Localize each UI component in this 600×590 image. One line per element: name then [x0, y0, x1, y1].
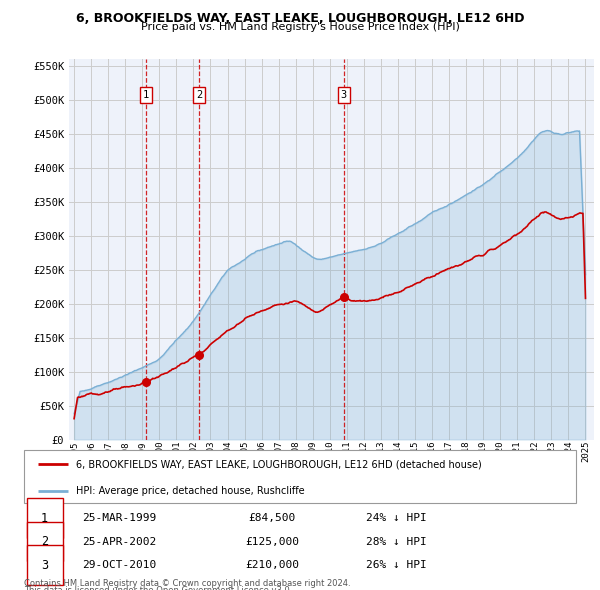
Text: HPI: Average price, detached house, Rushcliffe: HPI: Average price, detached house, Rush…	[76, 486, 305, 496]
Text: 28% ↓ HPI: 28% ↓ HPI	[366, 537, 427, 546]
Text: 1: 1	[143, 90, 149, 100]
Text: 1: 1	[41, 512, 48, 525]
Text: 3: 3	[41, 559, 48, 572]
Bar	[27, 522, 62, 562]
Text: This data is licensed under the Open Government Licence v3.0.: This data is licensed under the Open Gov…	[24, 586, 292, 590]
Text: 26% ↓ HPI: 26% ↓ HPI	[366, 560, 427, 570]
Text: 25-APR-2002: 25-APR-2002	[82, 537, 156, 546]
Text: £125,000: £125,000	[245, 537, 299, 546]
Text: 3: 3	[341, 90, 347, 100]
Text: £84,500: £84,500	[249, 513, 296, 523]
Text: 2: 2	[196, 90, 202, 100]
Text: 25-MAR-1999: 25-MAR-1999	[82, 513, 156, 523]
Text: £210,000: £210,000	[245, 560, 299, 570]
Text: 2: 2	[41, 535, 48, 548]
Text: 24% ↓ HPI: 24% ↓ HPI	[366, 513, 427, 523]
Text: 6, BROOKFIELDS WAY, EAST LEAKE, LOUGHBOROUGH, LE12 6HD: 6, BROOKFIELDS WAY, EAST LEAKE, LOUGHBOR…	[76, 12, 524, 25]
Text: Price paid vs. HM Land Registry's House Price Index (HPI): Price paid vs. HM Land Registry's House …	[140, 22, 460, 32]
Bar	[27, 545, 62, 585]
Text: 29-OCT-2010: 29-OCT-2010	[82, 560, 156, 570]
Text: Contains HM Land Registry data © Crown copyright and database right 2024.: Contains HM Land Registry data © Crown c…	[24, 579, 350, 588]
Text: 6, BROOKFIELDS WAY, EAST LEAKE, LOUGHBOROUGH, LE12 6HD (detached house): 6, BROOKFIELDS WAY, EAST LEAKE, LOUGHBOR…	[76, 460, 482, 470]
Bar	[27, 498, 62, 538]
